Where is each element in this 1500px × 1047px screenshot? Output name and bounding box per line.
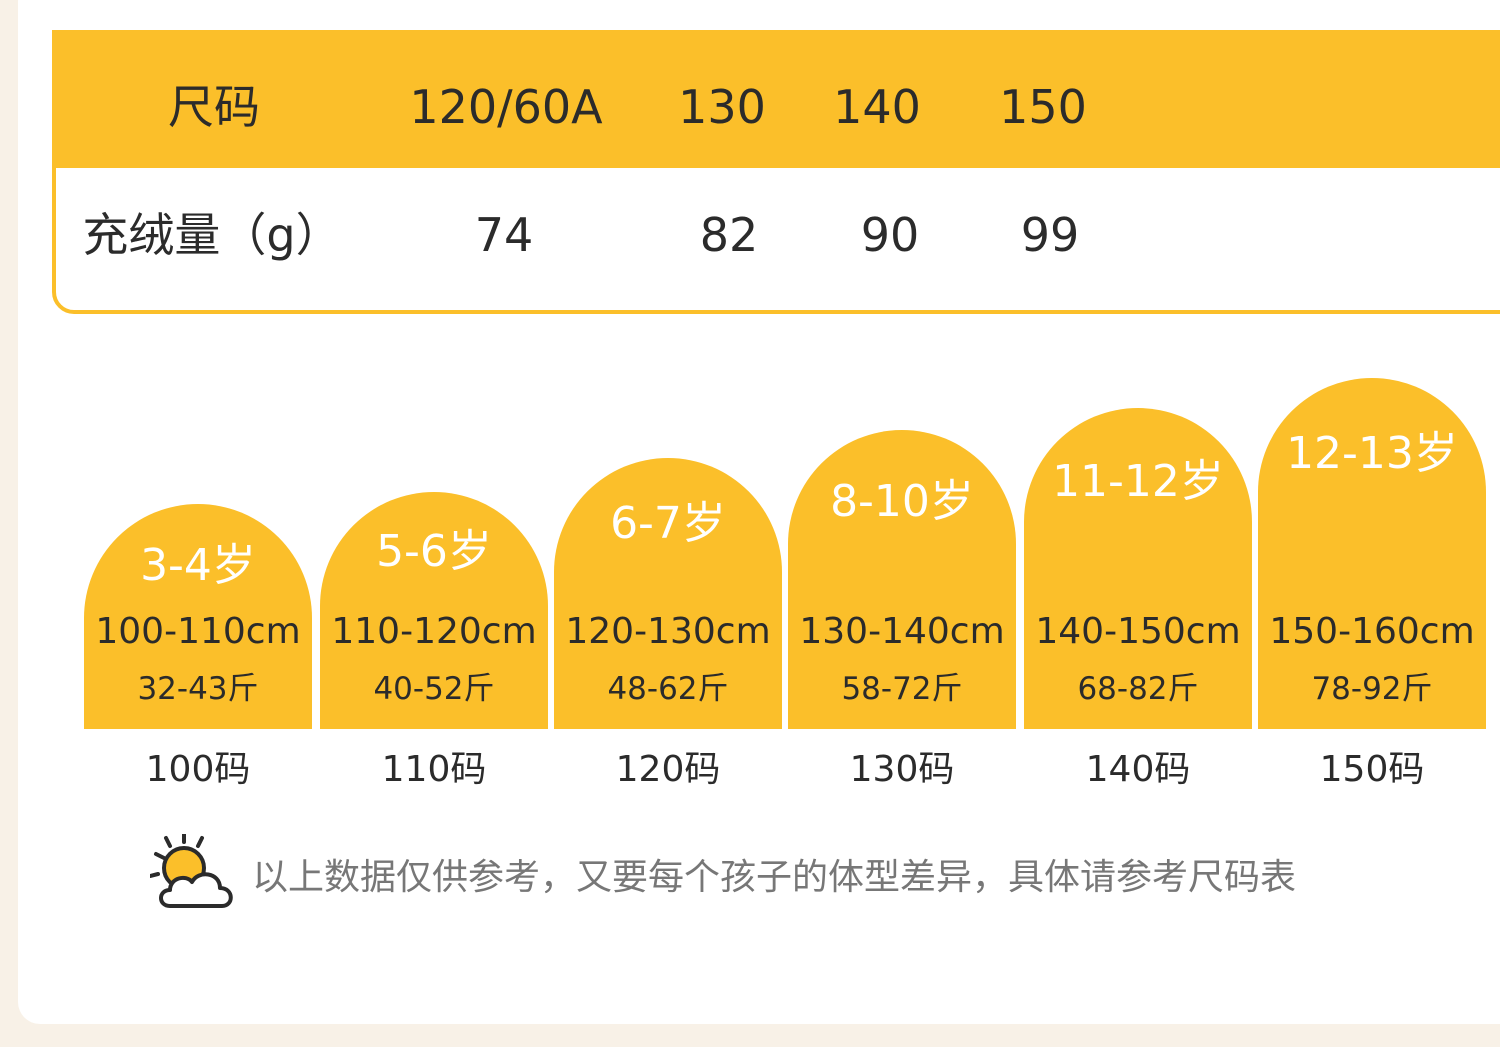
fill-value-cell: 74 [474, 208, 534, 262]
weight-range: 58-72斤 [841, 671, 963, 707]
height-range: 130-140cm [799, 611, 1005, 652]
age-range: 6-7岁 [610, 498, 726, 549]
height-range: 150-160cm [1269, 611, 1475, 652]
age-range: 5-6岁 [376, 526, 492, 577]
fill-value-cell: 90 [860, 208, 920, 262]
disclaimer-text: 以上数据仅供参考，又要每个孩子的体型差异，具体请参考尺码表 [252, 857, 1297, 898]
size-code-label: 110码 [381, 749, 487, 790]
size-code-label: 130码 [849, 749, 955, 790]
fill-value-cell: 99 [1020, 208, 1080, 262]
size-code-label: 100码 [145, 749, 251, 790]
age-range: 8-10岁 [830, 476, 974, 527]
sun-cloud-icon [148, 832, 240, 914]
fill-value-cell: 82 [699, 208, 759, 262]
weight-range: 68-82斤 [1077, 671, 1199, 707]
age-range: 12-13岁 [1286, 428, 1458, 479]
size-header-cell: 130 [678, 80, 766, 134]
age-range: 11-12岁 [1052, 456, 1224, 507]
size-card: 3-4岁 100-110cm 32-43斤 [84, 504, 312, 729]
size-card: 11-12岁 140-150cm 68-82斤 [1024, 408, 1252, 729]
size-card: 5-6岁 110-120cm 40-52斤 [320, 492, 548, 729]
size-header-cell: 120/60A [409, 80, 603, 134]
weight-range: 40-52斤 [373, 671, 495, 707]
size-code-label: 120码 [615, 749, 721, 790]
table-header-row [56, 34, 1500, 168]
size-header-cell: 150 [999, 80, 1087, 134]
size-header-label: 尺码 [168, 80, 260, 134]
size-code-label: 140码 [1085, 749, 1191, 790]
disclaimer-note: 以上数据仅供参考，又要每个孩子的体型差异，具体请参考尺码表 [148, 832, 1297, 916]
size-card: 6-7岁 120-130cm 48-62斤 [554, 458, 782, 729]
height-range: 100-110cm [95, 611, 301, 652]
size-header-cell: 140 [833, 80, 921, 134]
weight-range: 48-62斤 [607, 671, 729, 707]
age-range: 3-4岁 [140, 540, 256, 591]
fill-row-label: 充绒量（g） [82, 208, 342, 262]
weight-range: 78-92斤 [1311, 671, 1433, 707]
height-range: 110-120cm [331, 611, 537, 652]
height-range: 120-130cm [565, 611, 771, 652]
size-card: 12-13岁 150-160cm 78-92斤 [1258, 378, 1486, 729]
height-range: 140-150cm [1035, 611, 1241, 652]
weight-range: 32-43斤 [137, 671, 259, 707]
fill-weight-table: 尺码 120/60A 130 140 150 充绒量（g） 74 82 90 9… [52, 30, 1500, 314]
size-card: 8-10岁 130-140cm 58-72斤 [788, 430, 1016, 729]
size-code-label: 150码 [1319, 749, 1425, 790]
